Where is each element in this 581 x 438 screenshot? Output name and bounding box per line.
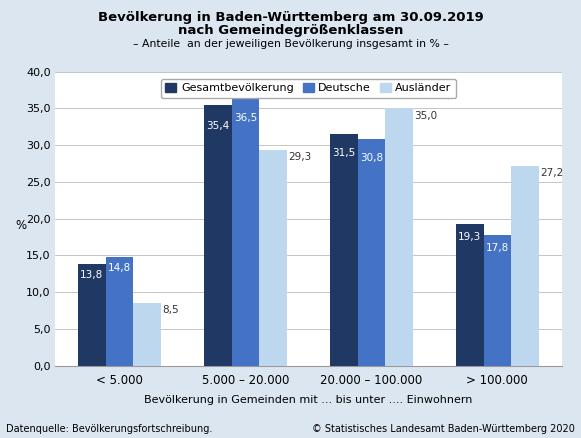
- Bar: [511, 166, 539, 366]
- Text: Datenquelle: Bevölkerungsfortschreibung.: Datenquelle: Bevölkerungsfortschreibung.: [6, 424, 212, 434]
- X-axis label: Bevölkerung in Gemeinden mit ... bis unter .... Einwohnern: Bevölkerung in Gemeinden mit ... bis unt…: [144, 396, 472, 406]
- Text: 19,3: 19,3: [458, 232, 481, 242]
- Text: © Statistisches Landesamt Baden-Württemberg 2020: © Statistisches Landesamt Baden-Württemb…: [313, 424, 575, 434]
- Bar: [232, 97, 259, 366]
- Y-axis label: %: %: [15, 219, 26, 232]
- Bar: [106, 257, 134, 366]
- Bar: [78, 264, 106, 366]
- Text: Bevölkerung in Baden-Württemberg am 30.09.2019: Bevölkerung in Baden-Württemberg am 30.0…: [98, 11, 483, 24]
- Bar: [259, 150, 287, 366]
- Bar: [204, 106, 232, 366]
- Bar: [357, 139, 385, 366]
- Text: 14,8: 14,8: [108, 264, 131, 273]
- Text: 29,3: 29,3: [288, 152, 311, 162]
- Text: – Anteile  an der jeweiligen Bevölkerung insgesamt in % –: – Anteile an der jeweiligen Bevölkerung …: [132, 39, 449, 49]
- Text: 17,8: 17,8: [486, 243, 509, 253]
- Text: 35,0: 35,0: [414, 110, 437, 120]
- Text: 8,5: 8,5: [163, 305, 179, 315]
- Text: nach Gemeindegrößenklassen: nach Gemeindegrößenklassen: [178, 24, 403, 37]
- Bar: [385, 108, 413, 366]
- Bar: [330, 134, 357, 366]
- Text: 30,8: 30,8: [360, 153, 383, 163]
- Text: 13,8: 13,8: [80, 270, 103, 280]
- Bar: [134, 303, 161, 366]
- Text: 27,2: 27,2: [540, 168, 564, 178]
- Text: 31,5: 31,5: [332, 148, 356, 158]
- Bar: [456, 224, 483, 366]
- Text: 35,4: 35,4: [206, 121, 229, 131]
- Text: 36,5: 36,5: [234, 113, 257, 124]
- Bar: [483, 235, 511, 366]
- Legend: Gesamtbevölkerung, Deutsche, Ausländer: Gesamtbevölkerung, Deutsche, Ausländer: [161, 78, 456, 98]
